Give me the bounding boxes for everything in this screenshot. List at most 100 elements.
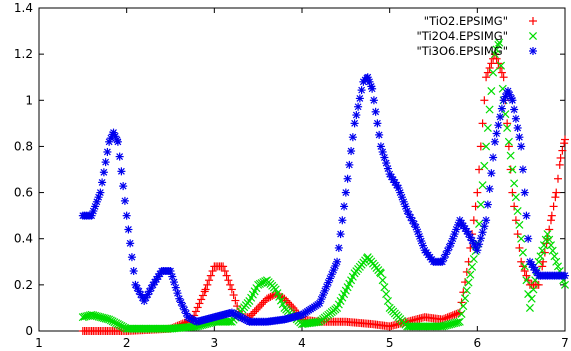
y-tick-label: 0.2 <box>14 278 33 292</box>
data-point <box>98 178 107 187</box>
x-tick-label: 7 <box>561 336 569 350</box>
data-point <box>538 246 547 255</box>
data-point <box>506 151 515 160</box>
data-point <box>96 188 105 197</box>
data-point <box>490 50 499 59</box>
data-point <box>497 68 506 77</box>
y-tick-label: 1.4 <box>14 1 33 15</box>
data-point <box>340 202 349 211</box>
data-point <box>226 280 235 289</box>
data-point <box>485 184 494 193</box>
data-point <box>348 133 357 142</box>
data-point <box>203 280 212 289</box>
data-point <box>513 230 522 239</box>
data-point <box>447 312 456 321</box>
data-point <box>329 266 338 275</box>
data-point <box>552 188 561 197</box>
data-point <box>508 96 517 105</box>
data-point <box>517 142 526 151</box>
data-point <box>459 302 468 311</box>
data-point <box>517 257 526 266</box>
data-point <box>171 283 180 292</box>
data-point <box>201 285 210 294</box>
data-point <box>515 220 524 229</box>
data-point <box>459 288 468 297</box>
data-point <box>220 267 229 276</box>
data-point <box>122 211 131 220</box>
x-tick-label: 4 <box>298 336 306 350</box>
legend-label: "Ti3O6.EPSIMG" <box>416 44 508 58</box>
data-point <box>219 262 228 271</box>
y-tick-label: 0.6 <box>14 186 33 200</box>
data-point <box>252 305 261 314</box>
data-point <box>129 267 138 276</box>
data-point <box>490 137 499 146</box>
data-point <box>468 262 477 271</box>
data-point <box>206 271 215 280</box>
data-point <box>200 287 209 296</box>
data-point <box>556 153 565 162</box>
data-point <box>354 102 363 111</box>
data-point <box>476 142 485 151</box>
data-point <box>520 267 529 276</box>
data-point <box>334 243 343 252</box>
data-point <box>357 86 366 95</box>
data-point <box>338 216 347 225</box>
data-point <box>382 159 391 168</box>
data-point <box>103 147 112 156</box>
data-point <box>347 147 356 156</box>
data-point <box>534 280 543 289</box>
data-point <box>168 272 177 281</box>
data-marks <box>78 38 570 335</box>
data-point <box>480 161 489 170</box>
data-point <box>489 68 498 77</box>
x-tick-label: 5 <box>386 336 394 350</box>
data-point <box>550 252 559 261</box>
data-point <box>371 107 380 116</box>
data-point <box>522 271 531 280</box>
data-point <box>508 188 517 197</box>
data-point <box>341 188 350 197</box>
data-point <box>515 133 524 142</box>
data-point <box>455 317 464 326</box>
data-point <box>494 40 503 49</box>
data-point <box>222 271 231 280</box>
data-point <box>551 193 560 202</box>
data-point <box>113 137 122 146</box>
x-tick-label: 3 <box>211 336 219 350</box>
data-point <box>543 230 552 239</box>
data-point <box>450 310 459 319</box>
data-point <box>560 139 569 148</box>
data-point <box>445 312 454 321</box>
data-point <box>518 165 527 174</box>
data-point <box>461 294 470 303</box>
data-point <box>345 160 354 169</box>
data-point <box>119 182 128 191</box>
data-point <box>475 240 484 249</box>
data-point <box>383 164 392 173</box>
data-point <box>254 303 263 312</box>
data-point <box>473 246 482 255</box>
data-point <box>561 271 569 280</box>
data-point <box>101 158 110 167</box>
data-point <box>515 243 524 252</box>
data-point <box>448 311 457 320</box>
legend-marker <box>529 47 537 55</box>
data-point <box>255 302 264 311</box>
data-point <box>124 225 133 234</box>
data-point <box>368 84 377 93</box>
data-point <box>508 165 517 174</box>
data-point <box>195 299 204 308</box>
data-point <box>205 276 214 285</box>
data-point <box>264 293 273 302</box>
data-point <box>558 146 567 155</box>
data-point <box>546 241 555 250</box>
y-tick-label: 0 <box>25 324 33 338</box>
data-point <box>333 257 342 266</box>
legend: "TiO2.EPSIMG""Ti2O4.EPSIMG""Ti3O6.EPSIMG… <box>416 14 538 58</box>
data-point <box>524 276 533 285</box>
data-point <box>476 200 485 209</box>
data-point <box>546 216 555 225</box>
data-point <box>548 246 557 255</box>
